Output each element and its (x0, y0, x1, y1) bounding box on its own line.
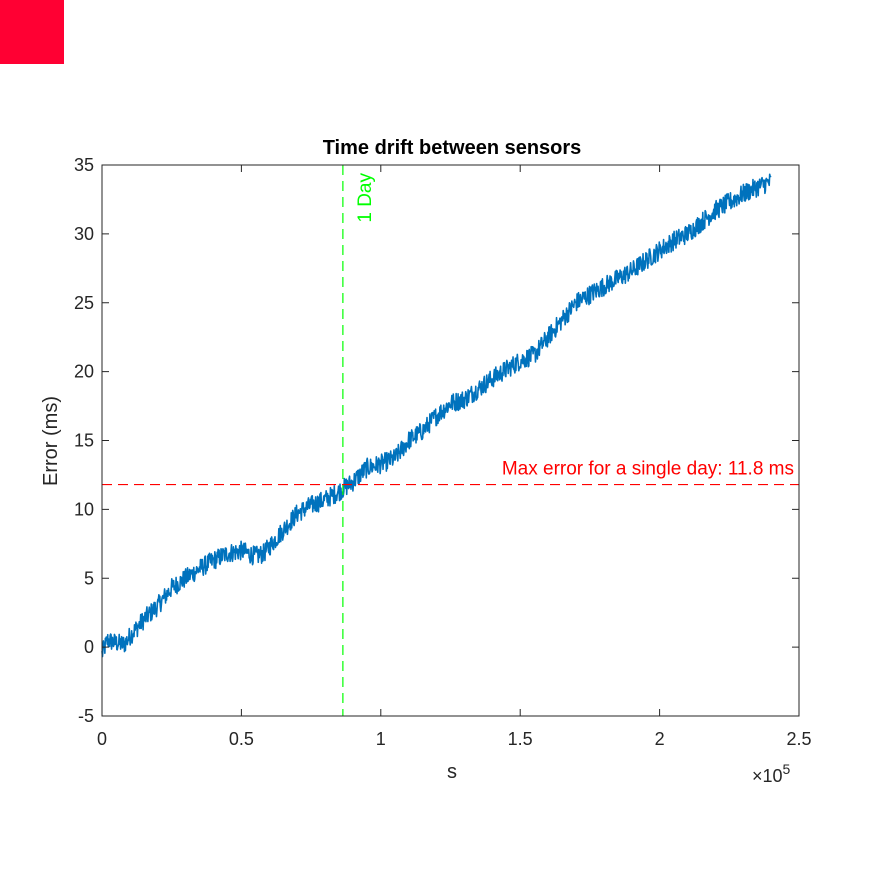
y-tick-label: 0 (84, 637, 94, 657)
y-tick-label: 15 (74, 431, 94, 451)
one-day-label: 1 Day (355, 173, 376, 223)
y-tick-label: 20 (74, 362, 94, 382)
x-tick-label: 1.5 (508, 729, 533, 749)
x-tick-label: 0 (97, 729, 107, 749)
x-axis-label: s (447, 761, 457, 783)
y-tick-label: 25 (74, 293, 94, 313)
x-tick-label: 2 (655, 729, 665, 749)
x-exponent-label: ×105 (752, 761, 791, 786)
axes-box (101, 164, 800, 717)
x-tick-label: 2.5 (786, 729, 811, 749)
x-tick-label: 1 (376, 729, 386, 749)
plot-area: 1 Day Max error for a single day: 11.8 ms (101, 165, 799, 716)
x-tick-label: 0.5 (229, 729, 254, 749)
series-line-0 (101, 173, 772, 658)
y-tick-label: -5 (78, 706, 94, 726)
y-tick-label: 35 (74, 155, 94, 175)
x-exponent-power: 5 (783, 761, 791, 777)
y-tick-label: 5 (84, 568, 94, 588)
y-axis-label: Error (ms) (40, 396, 62, 486)
corner-marker (0, 0, 64, 64)
y-tick-label: 30 (74, 224, 94, 244)
max-error-label: Max error for a single day: 11.8 ms (502, 459, 794, 480)
chart-title: Time drift between sensors (323, 137, 582, 159)
x-exponent-base: ×10 (752, 766, 783, 786)
y-tick-label: 10 (74, 499, 94, 519)
